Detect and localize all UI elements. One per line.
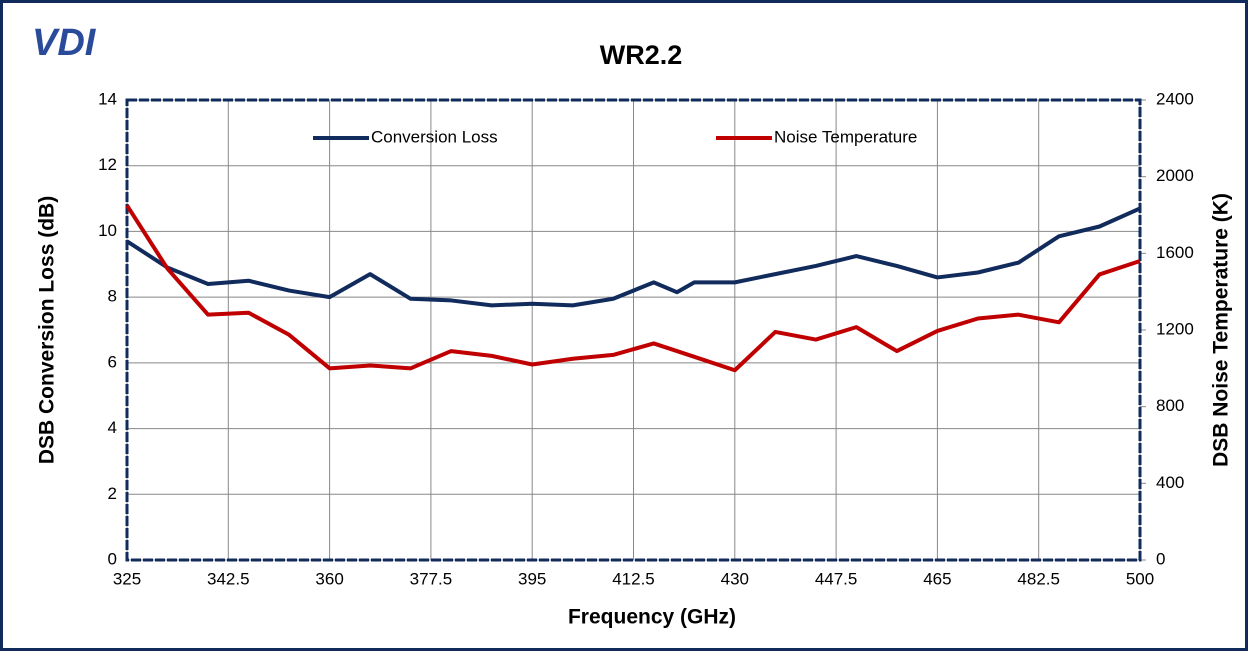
x-tick-label: 430 [721,569,749,588]
y2-tick-label: 2400 [1156,89,1194,108]
x-tick-label: 465 [923,569,951,588]
x-axis-title: Frequency (GHz) [568,606,736,629]
legend-label: Noise Temperature [774,127,917,146]
y2-tick-label: 1200 [1156,319,1194,338]
y-tick-label: 2 [108,484,117,503]
x-tick-label: 500 [1126,569,1154,588]
y-tick-label: 10 [98,221,117,240]
logo: VDI [32,22,97,64]
y2-tick-label: 1600 [1156,243,1194,262]
series-line [125,206,1141,308]
x-tick-label: 360 [315,569,343,588]
y2-tick-label: 0 [1156,549,1165,568]
x-tick-label: 412.5 [612,569,655,588]
x-tick-label: 395 [518,569,546,588]
y-axis-title: DSB Conversion Loss (dB) [36,196,59,464]
x-tick-label: 377.5 [410,569,453,588]
y2-tick-label: 800 [1156,396,1184,415]
y-tick-label: 4 [108,418,117,437]
y-tick-label: 6 [108,352,117,371]
y2-tick-label: 2000 [1156,166,1194,185]
y2-axis-title: DSB Noise Temperature (K) [1210,193,1233,467]
plot-border [125,98,1142,562]
chart-title: WR2.2 [600,40,683,70]
y-tick-label: 12 [98,155,117,174]
x-tick-label: 482.5 [1017,569,1060,588]
x-tick-label: 342.5 [207,569,250,588]
series-line [125,204,1141,373]
x-tick-label: 325 [113,569,141,588]
y-tick-label: 0 [108,549,117,568]
x-tick-label: 447.5 [815,569,858,588]
y2-tick-label: 400 [1156,473,1184,492]
y-tick-label: 14 [98,89,117,108]
legend-label: Conversion Loss [371,127,498,146]
y-tick-label: 8 [108,287,117,306]
